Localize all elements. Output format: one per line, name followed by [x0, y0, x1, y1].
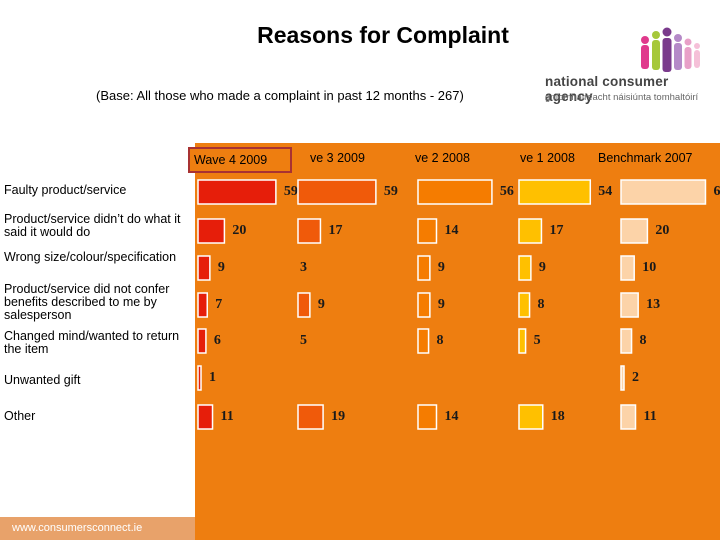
value-label-benchmark-row3: 13 — [646, 297, 660, 312]
bar-wave4-row4 — [197, 328, 207, 354]
row-label-changed-mind: Changed mind/wanted to return the item — [4, 329, 180, 356]
value-label-wave4-row1: 20 — [232, 223, 246, 238]
value-label-wave3-row6: 19 — [331, 409, 345, 424]
bar-wave4-row2 — [197, 255, 211, 281]
bar-benchmark-row1 — [620, 218, 649, 244]
value-label-wave1-row2: 9 — [539, 260, 546, 275]
column-header-wave2: ve 2 2008 — [415, 147, 485, 169]
value-label-wave4-row6: 11 — [221, 409, 234, 424]
value-label-wave2-row1: 14 — [444, 223, 458, 238]
bar-wave4-row3 — [197, 292, 208, 318]
column-header-wave1: ve 1 2008 — [520, 147, 590, 169]
bar-wave1-row6 — [518, 404, 544, 430]
bar-benchmark-row4 — [620, 328, 633, 354]
value-label-wave2-row3: 9 — [438, 297, 445, 312]
bar-wave3-row3 — [297, 292, 311, 318]
agency-name: national consumer agency — [545, 74, 669, 104]
value-label-wave3-row3: 9 — [318, 297, 325, 312]
value-label-wave2-row0: 56 — [500, 184, 514, 199]
value-label-wave3-row0: 59 — [384, 184, 398, 199]
value-label-wave4-row2: 9 — [218, 260, 225, 275]
people-logo-icon — [641, 27, 700, 72]
bar-wave1-row2 — [518, 255, 532, 281]
value-label-wave4-row5: 1 — [209, 370, 216, 385]
row-label-other: Other — [4, 409, 36, 423]
row-label-faulty: Faulty product/service — [4, 183, 127, 197]
value-label-benchmark-row0: 64 — [713, 184, 720, 199]
column-header-wave3: ve 3 2009 — [310, 147, 385, 169]
value-label-wave1-row6: 18 — [551, 409, 565, 424]
agency-name-irish: gníomhaireacht náisiúnta tomhaltóirí — [545, 92, 699, 103]
column-header-benchmark: Benchmark 2007 — [598, 147, 716, 169]
bar-wave1-row3 — [518, 292, 531, 318]
value-label-wave4-row3: 7 — [215, 297, 222, 312]
bar-wave1-row4 — [518, 328, 527, 354]
bar-wave2-row3 — [417, 292, 431, 318]
value-label-wave2-row6: 14 — [444, 409, 458, 424]
value-label-wave3-row4: 5 — [300, 333, 307, 348]
bar-wave2-row0 — [417, 179, 493, 205]
footer-url: www.consumersconnect.ie — [12, 522, 143, 534]
footer-strip — [0, 517, 195, 540]
bar-benchmark-row6 — [620, 404, 637, 430]
column-headers: Wave 4 2009 ve 3 2009 ve 2 2008 ve 1 200… — [180, 143, 720, 173]
value-label-wave3-row1: 17 — [328, 223, 342, 238]
chart-panel — [195, 143, 720, 540]
bar-wave2-row1 — [417, 218, 438, 244]
bar-wave3-row0 — [297, 179, 377, 205]
value-label-benchmark-row2: 10 — [642, 260, 656, 275]
bar-wave4-row6 — [197, 404, 214, 430]
value-label-wave4-row0: 59 — [284, 184, 298, 199]
value-label-benchmark-row6: 11 — [644, 409, 657, 424]
bar-benchmark-row3 — [620, 292, 639, 318]
bar-wave4-row0 — [197, 179, 277, 205]
bar-benchmark-row5 — [620, 365, 625, 391]
bar-benchmark-row0 — [620, 179, 707, 205]
value-label-wave1-row4: 5 — [534, 333, 541, 348]
bar-benchmark-row2 — [620, 255, 635, 281]
value-label-wave1-row1: 17 — [549, 223, 563, 238]
agency-logo: national consumer agency gníomhaireacht … — [545, 26, 715, 116]
value-label-wave2-row4: 8 — [437, 333, 444, 348]
row-label-benefits: Product/service did not confer benefits … — [4, 282, 170, 322]
bar-wave2-row2 — [417, 255, 431, 281]
value-label-wave2-row2: 9 — [438, 260, 445, 275]
bar-wave2-row4 — [417, 328, 430, 354]
row-label-wrong-size: Wrong size/colour/specification — [4, 250, 177, 264]
bar-wave4-row1 — [197, 218, 226, 244]
value-label-wave1-row0: 54 — [598, 184, 612, 199]
bar-wave1-row1 — [518, 218, 543, 244]
column-header-wave4: Wave 4 2009 — [188, 147, 292, 173]
bar-wave3-row1 — [297, 218, 322, 244]
bar-wave2-row6 — [417, 404, 438, 430]
value-label-benchmark-row5: 2 — [632, 370, 639, 385]
chart-subtitle: (Base: All those who made a complaint in… — [96, 88, 464, 103]
bar-wave4-row5 — [197, 365, 202, 391]
value-label-benchmark-row4: 8 — [640, 333, 647, 348]
value-label-benchmark-row1: 20 — [655, 223, 669, 238]
row-label-unwanted-gift: Unwanted gift — [4, 373, 81, 387]
bar-wave3-row6 — [297, 404, 324, 430]
chart-title: Reasons for Complaint — [257, 22, 509, 48]
row-label-didnt-do: Product/service didn’t do what it said i… — [4, 212, 181, 239]
value-label-wave3-row2: 3 — [300, 260, 307, 275]
bar-wave1-row0 — [518, 179, 592, 205]
value-label-wave4-row4: 6 — [214, 333, 221, 348]
value-label-wave1-row3: 8 — [538, 297, 545, 312]
